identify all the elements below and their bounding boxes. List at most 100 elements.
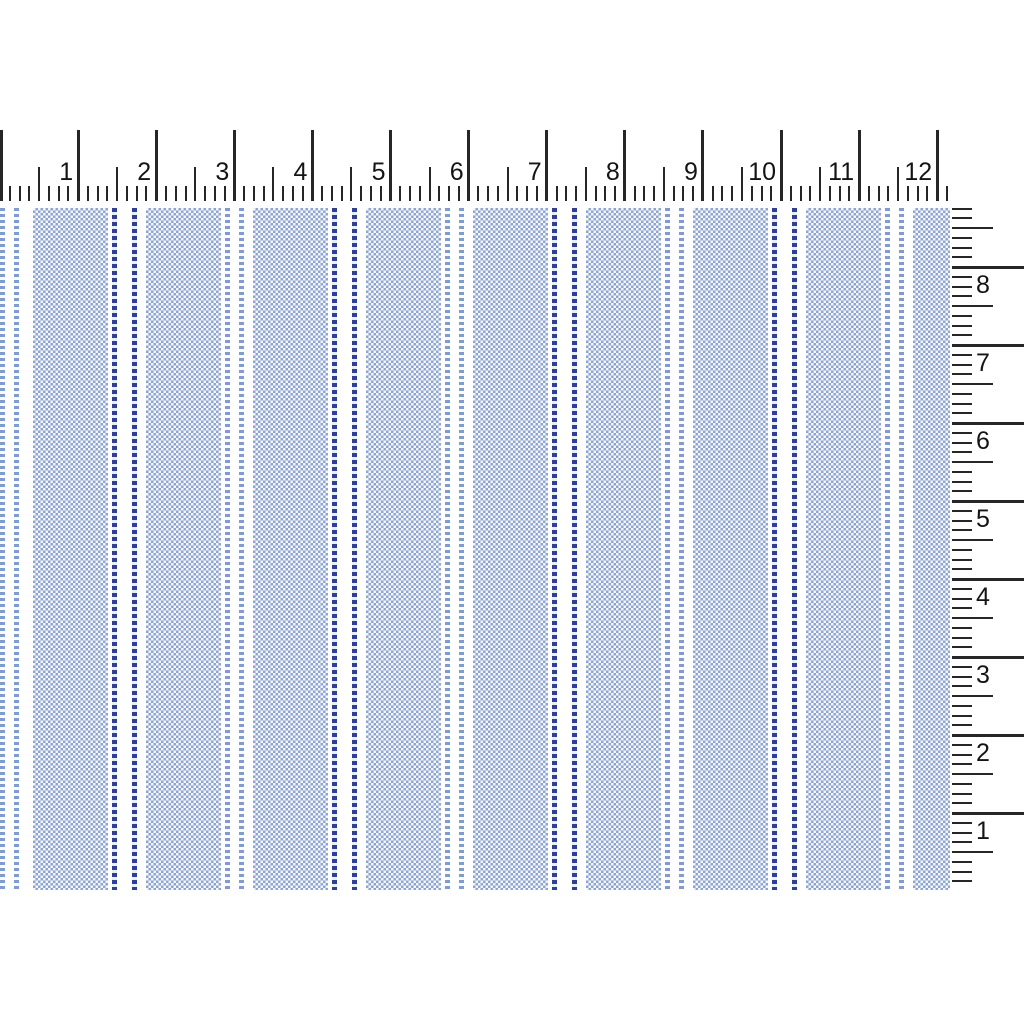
eighth-inch-tick [47,186,50,201]
fabric-swatch [0,208,950,890]
eighth-inch-tick [457,186,460,201]
half-inch-tick [819,167,821,201]
fabric-gap [450,208,459,890]
fabric-gap [137,208,146,890]
eighth-inch-tick [262,186,265,201]
eighth-inch-tick [291,186,294,201]
fabric-stripe-wide [586,208,661,890]
fabric-gap [890,208,899,890]
fabric-gap [117,208,132,890]
eighth-inch-tick [952,373,972,376]
eighth-inch-tick [952,685,972,688]
eighth-inch-tick [952,548,972,551]
fabric-stripe-wide [146,208,221,890]
eighth-inch-tick [952,880,972,883]
eighth-inch-tick [135,186,138,201]
inch-tick [701,130,705,201]
eighth-inch-tick [848,186,851,201]
fabric-pinstripe-navy [772,208,777,890]
half-inch-tick [194,167,197,201]
eighth-inch-tick [952,714,972,717]
inch-tick [935,130,939,201]
eighth-inch-tick [614,186,616,201]
eighth-inch-tick [96,186,99,201]
eighth-inch-tick [952,763,972,766]
eighth-inch-tick [575,186,577,201]
half-inch-tick [952,695,993,697]
right-ruler-inch-label: 8 [976,271,990,299]
top-ruler-inch-label: 8 [605,158,620,186]
eighth-inch-tick [952,860,972,863]
eighth-inch-tick [692,186,695,201]
top-ruler-inch-label: 4 [293,158,308,186]
eighth-inch-tick [952,470,972,473]
fabric-stripe-wide [473,208,548,890]
eighth-inch-tick [360,186,363,201]
eighth-inch-tick [535,186,538,201]
top-ruler-inch-label: 6 [449,158,464,186]
inch-tick [232,130,236,201]
eighth-inch-tick [477,186,480,201]
fabric-pinstripe-light [239,208,244,890]
eighth-inch-tick [952,207,972,210]
fabric-stripe-wide [806,208,881,890]
eighth-inch-tick [906,186,909,201]
fabric-gap [337,208,352,890]
fabric-stripe-wide [693,208,768,890]
eighth-inch-tick [952,626,972,629]
top-ruler-inch-label: 1 [59,158,74,186]
eighth-inch-tick [770,186,773,201]
fabric-gap [464,208,473,890]
half-inch-tick [952,539,993,541]
fabric-gap [797,208,806,890]
eighth-inch-tick [145,186,148,201]
eighth-inch-tick [952,490,972,493]
half-inch-tick [38,167,40,201]
eighth-inch-tick [243,186,246,201]
half-inch-tick [952,227,993,229]
fabric-pinstripe-light [899,208,904,890]
half-inch-tick [952,851,993,853]
half-inch-tick [952,461,993,463]
half-inch-tick [952,305,993,307]
eighth-inch-tick [8,186,11,201]
eighth-inch-tick [330,186,333,201]
fabric-pinstripe-navy [352,208,357,890]
eighth-inch-tick [282,186,285,201]
eighth-inch-tick [565,186,568,201]
fabric-gap [557,208,572,890]
eighth-inch-tick [750,186,753,201]
fabric-gap [244,208,253,890]
fabric-gap [904,208,913,890]
eighth-inch-tick [952,792,972,795]
eighth-inch-tick [952,353,972,356]
fabric-pinstripe-light [445,208,450,890]
eighth-inch-tick [952,821,972,824]
top-ruler-inch-label: 9 [683,158,698,186]
eighth-inch-tick [301,186,304,201]
eighth-inch-tick [952,802,972,805]
eighth-inch-tick [184,186,187,201]
eighth-inch-tick [952,285,972,288]
eighth-inch-tick [409,186,411,201]
eighth-inch-tick [952,431,972,434]
half-inch-tick [584,167,587,201]
fabric-gap [577,208,586,890]
eighth-inch-tick [496,186,499,201]
eighth-inch-tick [952,529,972,532]
eighth-inch-tick [448,186,451,201]
fabric-pinstripe-navy [552,208,557,890]
inch-tick [952,265,1024,269]
fabric-pinstripe-light [885,208,890,890]
eighth-inch-tick [952,607,972,610]
fabric-stripe-wide [33,208,108,890]
half-inch-tick [952,383,993,385]
fabric-stripe-wide [253,208,328,890]
half-inch-tick [952,617,993,619]
eighth-inch-tick [952,256,972,259]
fabric-pinstripe-navy [132,208,137,890]
inch-tick [623,130,627,201]
fabric-gap [684,208,693,890]
fabric-gap [357,208,366,890]
eighth-inch-tick [952,646,972,649]
